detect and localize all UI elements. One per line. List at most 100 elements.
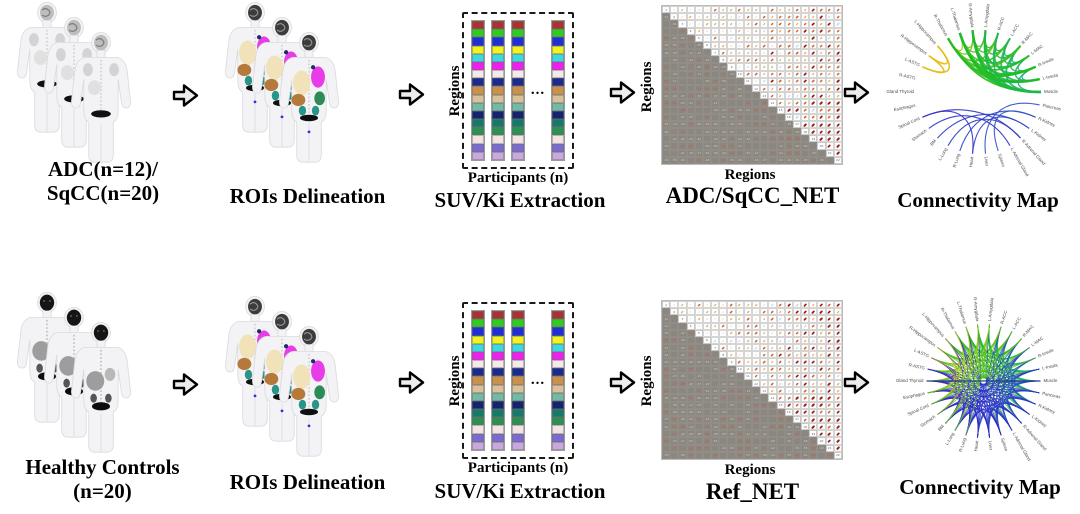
matrix-cell: .06 bbox=[678, 372, 687, 380]
region-cell bbox=[491, 151, 504, 160]
matrix-cell: .09 bbox=[719, 92, 728, 100]
matrix-cell: .00 bbox=[694, 394, 703, 402]
correlation-ellipse bbox=[819, 43, 824, 48]
matrix-cell bbox=[833, 308, 842, 316]
matrix-cell bbox=[751, 77, 761, 85]
region-cell bbox=[472, 127, 484, 136]
region-node-label: L-Kidney bbox=[1031, 414, 1049, 429]
correlation-ellipse bbox=[835, 79, 841, 84]
region-node-label: Spinal Cord bbox=[897, 116, 921, 130]
matrix-cell bbox=[817, 70, 826, 78]
matrix-cell: .01 bbox=[678, 149, 687, 157]
matrix-cell bbox=[743, 322, 752, 330]
correlation-ellipse bbox=[770, 93, 775, 98]
matrix-cell: .10 bbox=[694, 372, 703, 380]
matrix-cell bbox=[833, 128, 842, 136]
matrix-cell: .50 bbox=[662, 329, 671, 337]
matrix-cell bbox=[662, 27, 671, 35]
matrix-cell bbox=[801, 401, 810, 409]
matrix-cell: .10 bbox=[662, 315, 671, 323]
matrix-cell bbox=[678, 84, 687, 93]
region-cell bbox=[511, 151, 524, 160]
region-cell bbox=[552, 441, 564, 450]
correlation-ellipse bbox=[803, 58, 807, 62]
matrix-cell bbox=[825, 113, 834, 121]
region-cell bbox=[511, 110, 524, 120]
correlation-ellipse bbox=[803, 359, 808, 365]
correlation-ellipse bbox=[786, 107, 792, 113]
matrix-cell bbox=[801, 351, 810, 359]
matrix-cell: .29 bbox=[702, 56, 712, 64]
matrix-cell bbox=[809, 27, 818, 35]
matrix-cell bbox=[784, 99, 793, 107]
matrix-cell: .01 bbox=[670, 34, 679, 42]
matrix-cell bbox=[833, 149, 842, 157]
correlation-ellipse bbox=[786, 43, 791, 48]
correlation-ellipse bbox=[795, 14, 799, 19]
region-cell bbox=[472, 343, 484, 352]
matrix-cell: .41 bbox=[743, 430, 752, 438]
matrix-cell: .90 bbox=[751, 415, 761, 424]
correlation-ellipse bbox=[770, 22, 775, 26]
correlation-ellipse bbox=[835, 445, 841, 451]
correlation-ellipse bbox=[786, 65, 791, 70]
region-node-label: R-Kidney bbox=[1037, 403, 1056, 415]
matrix-cell: .03 bbox=[719, 408, 728, 416]
matrix-cell bbox=[760, 13, 769, 21]
correlation-ellipse bbox=[713, 29, 717, 33]
matrix-cell bbox=[833, 372, 842, 380]
matrix-cell: 1 bbox=[662, 301, 671, 309]
correlation-ellipse bbox=[778, 65, 783, 69]
correlation-ellipse bbox=[835, 129, 841, 134]
matrix-cell: .63 bbox=[662, 63, 671, 71]
matrix-cell bbox=[817, 149, 826, 157]
matrix-cell bbox=[825, 401, 834, 409]
matrix-cell: .01 bbox=[776, 149, 785, 157]
correlation-ellipse bbox=[811, 317, 815, 321]
matrix-cell: .61 bbox=[801, 451, 810, 459]
region-node-label: R-Kidney bbox=[1038, 116, 1057, 128]
correlation-ellipse bbox=[746, 310, 750, 314]
matrix-cell: .03 bbox=[694, 408, 703, 416]
matrix-cell: .93 bbox=[711, 451, 720, 459]
matrix-cell bbox=[817, 344, 826, 352]
matrix-cell bbox=[760, 6, 769, 14]
correlation-ellipse bbox=[827, 417, 832, 422]
matrix-cell bbox=[719, 20, 728, 28]
correlation-ellipse bbox=[697, 15, 701, 19]
matrix-cell bbox=[760, 315, 769, 323]
matrix-cell: .13 bbox=[727, 70, 736, 78]
correlation-ellipse bbox=[811, 367, 816, 372]
matrix-cell bbox=[751, 142, 761, 150]
matrix-cell: .57 bbox=[751, 444, 761, 452]
matrix-cell bbox=[801, 63, 810, 71]
matrix-cell bbox=[702, 27, 712, 35]
region-cell bbox=[472, 86, 484, 95]
matrix-cell bbox=[809, 63, 818, 71]
correlation-ellipse bbox=[827, 7, 832, 12]
matrix-cell bbox=[686, 387, 695, 395]
region-cell bbox=[491, 400, 504, 410]
correlation-ellipse bbox=[778, 388, 783, 393]
matrix-cell bbox=[776, 437, 785, 445]
correlation-ellipse bbox=[795, 79, 799, 84]
matrix-cell bbox=[809, 92, 818, 100]
matrix-cell: .20 bbox=[727, 372, 736, 380]
pet-body-figure bbox=[71, 322, 131, 453]
region-cell bbox=[491, 425, 504, 434]
matrix-cell bbox=[760, 301, 769, 309]
matrix-cell bbox=[702, 20, 712, 28]
matrix-cell: .72 bbox=[727, 135, 736, 143]
matrix-cell: .16 bbox=[686, 149, 695, 157]
matrix-cell bbox=[809, 49, 818, 57]
connectivity-chord bbox=[922, 109, 1021, 139]
region-cell bbox=[511, 409, 524, 418]
matrix-cell bbox=[719, 301, 728, 309]
matrix-cell: .03 bbox=[678, 99, 687, 107]
matrix-cell: .09 bbox=[702, 77, 712, 85]
matrix-cell: .27 bbox=[694, 379, 703, 388]
matrix-cell: .96 bbox=[670, 415, 679, 424]
matrix-cell bbox=[670, 451, 679, 459]
matrix-cell bbox=[792, 315, 802, 323]
correlation-ellipse bbox=[827, 374, 832, 379]
